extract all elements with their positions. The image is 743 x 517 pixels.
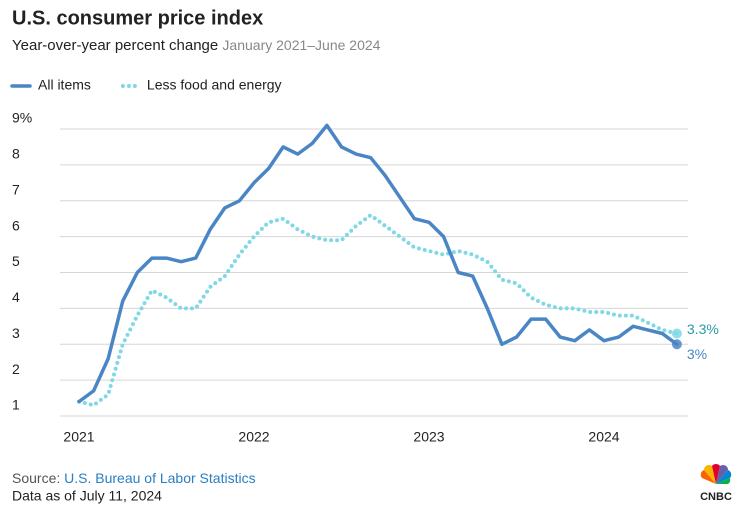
- y-tick-label: 4: [12, 289, 20, 305]
- y-tick-label: 2: [12, 361, 20, 377]
- x-tick-label: 2023: [413, 429, 444, 445]
- legend-label: All items: [38, 77, 91, 93]
- legend-label: Less food and energy: [147, 77, 282, 93]
- chart-title: U.S. consumer price index: [12, 7, 263, 29]
- y-tick-label: 3: [12, 325, 20, 341]
- value-label: 3.3%: [687, 321, 719, 337]
- y-tick-label: 8: [12, 146, 20, 162]
- end-marker: [671, 328, 682, 339]
- value-label: 3%: [687, 346, 707, 362]
- y-tick-label: 5: [12, 253, 20, 269]
- x-tick-label: 2022: [238, 429, 269, 445]
- source-prefix: Source:: [12, 470, 60, 486]
- y-tick-label: 7: [12, 181, 20, 197]
- date-range: January 2021–June 2024: [222, 37, 380, 53]
- x-tick-label: 2021: [63, 429, 94, 445]
- note: Data as of July 11, 2024: [12, 488, 162, 504]
- y-tick-label: 9%: [12, 110, 32, 126]
- y-tick-label: 1: [12, 397, 20, 413]
- logo: CNBC: [700, 464, 732, 503]
- logo-text: CNBC: [700, 491, 732, 503]
- x-tick-label: 2024: [588, 429, 619, 445]
- subtitle: Year-over-year percent change: [12, 37, 218, 54]
- chart-subtitle: Year-over-year percent change January 20…: [12, 37, 381, 54]
- series-line: [77, 123, 679, 404]
- source-link[interactable]: U.S. Bureau of Labor Statistics: [64, 470, 255, 486]
- source: Source: U.S. Bureau of Labor Statistics: [12, 470, 256, 486]
- y-tick-label: 6: [12, 217, 20, 233]
- end-marker: [671, 339, 682, 350]
- series-line: [77, 213, 679, 408]
